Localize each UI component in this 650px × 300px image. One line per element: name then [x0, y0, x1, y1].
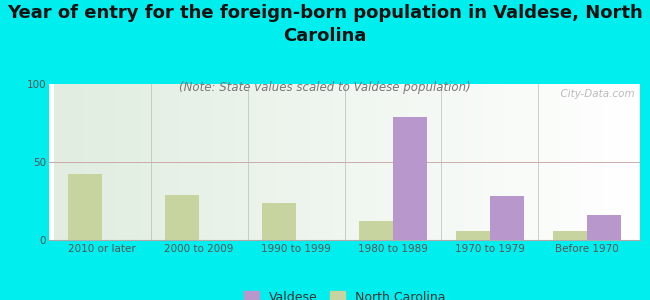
Bar	[553, 231, 587, 240]
Text: City-Data.com: City-Data.com	[554, 89, 634, 99]
Bar	[456, 231, 490, 240]
Text: (Note: State values scaled to Valdese population): (Note: State values scaled to Valdese po…	[179, 81, 471, 94]
Bar	[393, 117, 427, 240]
Bar	[359, 221, 393, 240]
Legend: Valdese, North Carolina: Valdese, North Carolina	[239, 286, 450, 300]
Bar	[262, 202, 296, 240]
Bar	[490, 196, 524, 240]
Text: Year of entry for the foreign-born population in Valdese, North
Carolina: Year of entry for the foreign-born popul…	[7, 4, 643, 45]
Bar	[68, 175, 102, 240]
Bar	[587, 215, 621, 240]
Bar	[165, 195, 199, 240]
